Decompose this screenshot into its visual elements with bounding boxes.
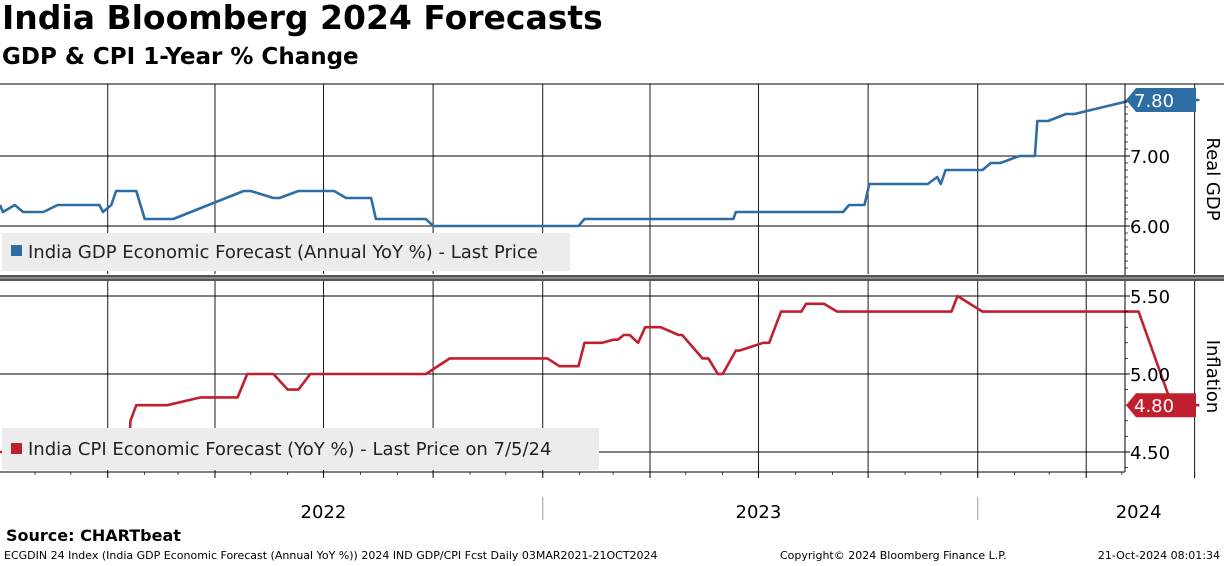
gdp-last-value-badge — [1126, 88, 1196, 112]
footer-index-info: ECGDIN 24 Index (India GDP Economic Fore… — [4, 549, 658, 562]
cpi-legend-box — [2, 428, 599, 470]
cpi-legend-swatch — [11, 443, 22, 454]
gdp-last-value-label: 7.80 — [1134, 91, 1174, 112]
cpi-y-tick-label: 5.00 — [1130, 365, 1170, 386]
gdp-legend-swatch — [11, 245, 22, 256]
axis-layer: 2022 2023 2024 6.00 7.00 Real GDP 4.50 5.00 5.50… — [0, 83, 1224, 520]
cpi-series-line — [0, 294, 1200, 454]
dual-panel-line-chart: India GDP Economic Forecast (Annual YoY … — [0, 83, 1224, 520]
cpi-last-value-badge — [1126, 393, 1196, 418]
cpi-last-value-label: 4.80 — [1134, 396, 1174, 417]
x-year-label: 2022 — [301, 502, 347, 520]
gdp-y-tick-label: 6.00 — [1130, 217, 1170, 238]
cpi-y-tick-label: 5.50 — [1130, 287, 1170, 308]
gdp-y-tick-label: 7.00 — [1130, 147, 1170, 168]
gdp-axis-title: Real GDP — [1202, 137, 1223, 220]
gdp-legend-box — [2, 233, 570, 271]
footer-timestamp: 21-Oct-2024 08:01:34 — [1097, 549, 1220, 562]
x-year-label: 2023 — [736, 502, 782, 520]
footer-copyright: Copyright© 2024 Bloomberg Finance L.P. — [780, 549, 1007, 562]
gdp-legend-label: India GDP Economic Forecast (Annual YoY … — [28, 242, 538, 263]
cpi-legend-label: India CPI Economic Forecast (YoY %) - La… — [28, 439, 551, 460]
gdp-series-line — [0, 98, 1200, 228]
chart-title: India Bloomberg 2024 Forecasts — [2, 0, 603, 37]
source-note: Source: CHARTbeat — [6, 526, 181, 545]
cpi-axis-title: Inflation — [1202, 340, 1223, 414]
badge-layer: 7.80 4.80 — [1126, 88, 1196, 418]
series-layer — [0, 98, 1200, 454]
chart-subtitle: GDP & CPI 1-Year % Change — [2, 44, 359, 70]
legend-layer: India GDP Economic Forecast (Annual YoY … — [2, 233, 599, 470]
x-year-label: 2024 — [1116, 502, 1162, 520]
cpi-y-tick-label: 4.50 — [1130, 443, 1170, 464]
